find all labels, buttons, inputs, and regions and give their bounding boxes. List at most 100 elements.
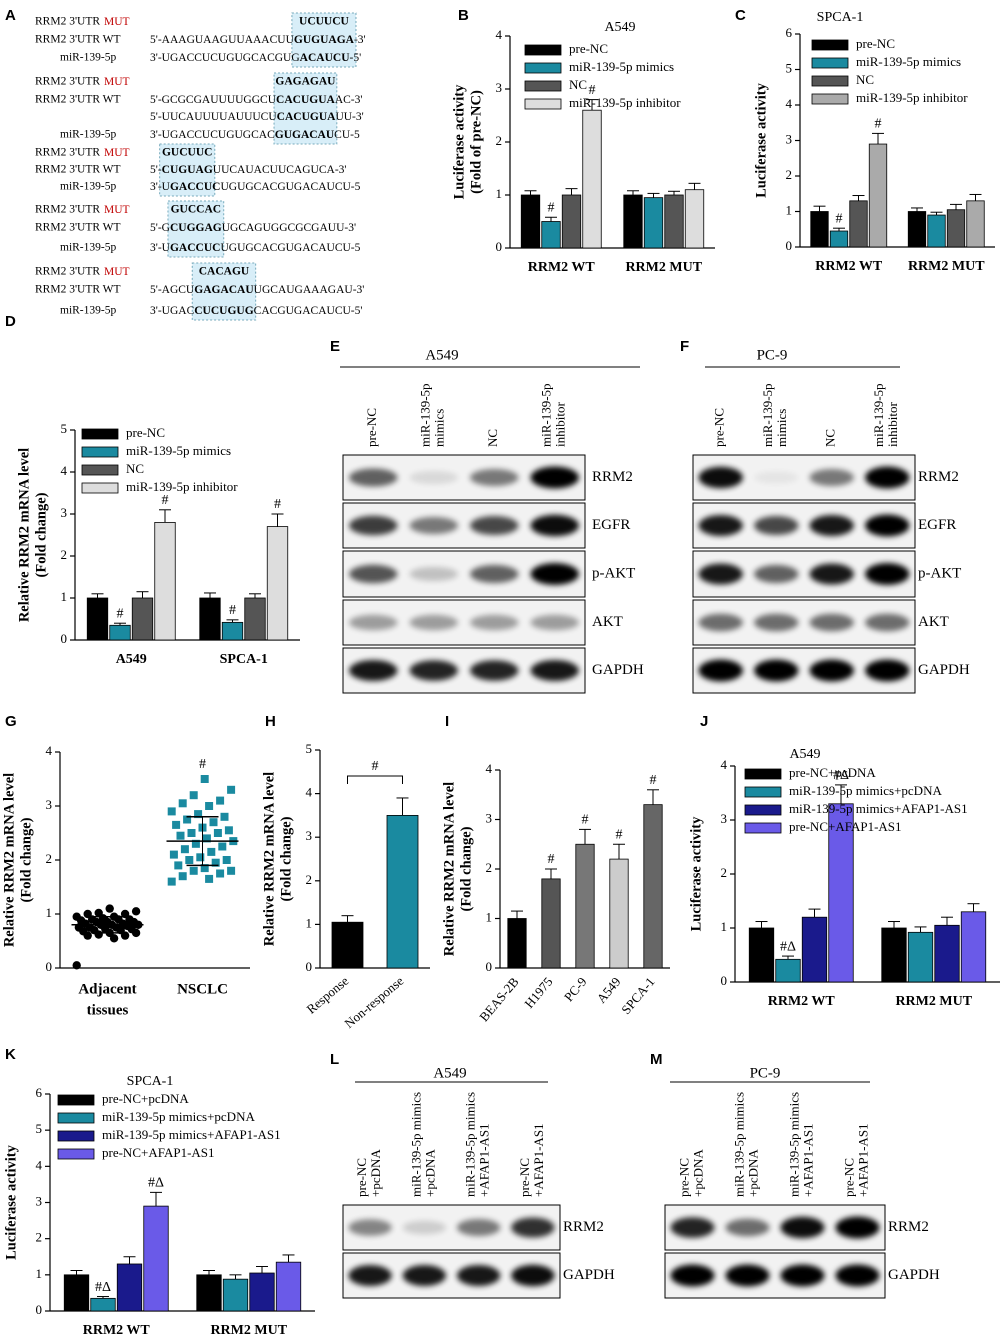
point	[211, 858, 220, 867]
band	[754, 659, 799, 682]
annotation: #Δ	[148, 1176, 164, 1191]
y-axis-label: Luciferase activity	[753, 82, 769, 198]
bar	[643, 197, 664, 249]
bar	[222, 1278, 249, 1312]
seq-part: GUGACAU	[275, 129, 335, 141]
annotation: #Δ	[780, 939, 796, 954]
band	[470, 469, 519, 486]
bar	[582, 109, 602, 249]
chart-title: A549	[789, 747, 820, 762]
legend-swatch	[57, 1094, 95, 1106]
lane-label: +AFAP1-AS1	[531, 1123, 546, 1197]
point	[94, 908, 103, 918]
mut-sequence: GUCCAC	[171, 204, 221, 216]
legend-label: NC	[569, 77, 587, 92]
band	[470, 660, 519, 681]
seq-part: UGUGCACGUGACAUCU-5	[220, 181, 360, 193]
bar	[643, 804, 663, 969]
point	[180, 845, 189, 854]
point	[227, 866, 236, 875]
point	[216, 796, 225, 805]
wt-sequence: 5'-UUCAUUUUAUUUCUCACUGUAUU-3'	[150, 111, 364, 123]
band	[409, 614, 458, 631]
y-tick-label: 5	[61, 421, 68, 436]
band	[402, 1220, 447, 1235]
band	[809, 659, 854, 682]
y-tick-label: 5	[306, 741, 313, 756]
y-tick-label: 1	[46, 905, 53, 920]
panel-letter: E	[330, 338, 340, 355]
annotation: #	[836, 211, 843, 226]
seq-part: UUCAUACUUCAGUCA-3'	[213, 164, 347, 176]
annotation: #	[117, 606, 124, 621]
point	[187, 829, 196, 837]
y-tick-label: 2	[306, 872, 313, 887]
lane-label: NC	[485, 429, 500, 447]
bar	[154, 522, 176, 641]
legend-label: miR-139-5p mimics+AFAP1-AS1	[102, 1127, 281, 1142]
seq-part: 3'-UGACCUCUGUGCACGUG	[150, 52, 300, 64]
band	[754, 516, 799, 535]
annotation: #	[162, 493, 169, 508]
band	[511, 1217, 555, 1238]
band	[470, 565, 519, 583]
band	[456, 1219, 501, 1236]
bar	[907, 211, 927, 248]
point	[207, 847, 216, 856]
mir-label: miR-139-5p	[60, 305, 116, 317]
band	[349, 564, 398, 584]
bar	[541, 878, 561, 969]
annotation: #Δ	[95, 1280, 111, 1295]
y-axis-label: (Fold change)	[18, 817, 34, 902]
mir-sequence: 3'-UGACCUCUGUGCACGUGACAUCU-5'	[150, 305, 362, 317]
y-tick-label: 1	[36, 1266, 43, 1281]
band	[754, 613, 799, 632]
seed-highlight	[291, 12, 357, 68]
y-tick-label: 2	[46, 851, 53, 866]
band	[725, 1264, 770, 1287]
bar	[849, 200, 868, 248]
x-tick-label: SPCA-1	[220, 652, 268, 667]
bar	[810, 211, 829, 248]
annotation: #	[616, 827, 623, 842]
band	[835, 1216, 880, 1239]
legend-swatch	[811, 57, 849, 69]
mut-label: RRM2 3'UTR MUT	[35, 76, 130, 88]
band	[409, 517, 458, 534]
mut-word: MUT	[104, 204, 130, 216]
lane-label: pre-NC	[364, 408, 379, 447]
legend-label: miR-139-5p mimics+pcDNA	[102, 1109, 255, 1124]
lane-label: +pcDNA	[745, 1149, 760, 1197]
point	[169, 850, 178, 859]
lane-label: +AFAP1-AS1	[477, 1123, 492, 1197]
annotation: #	[372, 759, 379, 774]
lane-label: +pcDNA	[690, 1149, 705, 1197]
bar	[131, 597, 154, 641]
y-tick-label: 0	[36, 1302, 43, 1317]
point	[202, 834, 211, 843]
blot-title: PC-9	[750, 1065, 781, 1081]
annotation: #	[589, 83, 596, 98]
point	[205, 802, 214, 810]
point	[178, 799, 187, 808]
seq-part: CUCUGUG	[194, 305, 253, 317]
y-axis-label: Relative RRM2 mRNA level	[1, 773, 17, 947]
bar	[541, 221, 561, 249]
y-tick-label: 2	[486, 860, 493, 875]
band	[754, 565, 799, 583]
point	[200, 775, 209, 783]
legend-label: miR-139-5p mimics+pcDNA	[789, 783, 942, 798]
point	[216, 869, 225, 878]
seq-part: CUGUAG	[162, 164, 213, 176]
annotation: #	[548, 852, 555, 867]
band	[530, 563, 579, 585]
lane-label: mimics	[774, 409, 789, 447]
legend-label: miR-139-5p inhibitor	[569, 95, 681, 110]
annotation: #	[199, 757, 206, 772]
seq-part: CACUGUA	[277, 111, 336, 123]
bar	[881, 927, 907, 983]
band	[530, 660, 579, 681]
band	[780, 1264, 825, 1287]
y-tick-label: 6	[36, 1085, 43, 1100]
bar	[196, 1274, 222, 1312]
